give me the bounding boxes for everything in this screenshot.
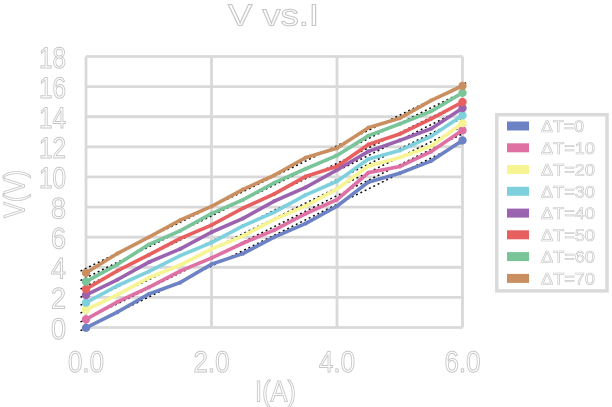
- svg-text:6: 6: [51, 223, 66, 256]
- svg-text:ΔT=40: ΔT=40: [541, 204, 595, 223]
- svg-text:ΔT=20: ΔT=20: [541, 161, 595, 180]
- svg-text:12: 12: [39, 132, 66, 165]
- svg-text:ΔT=70: ΔT=70: [541, 269, 595, 288]
- svg-text:0: 0: [51, 313, 66, 346]
- svg-text:10: 10: [39, 162, 66, 195]
- svg-text:V vs.I: V vs.I: [228, 0, 319, 33]
- svg-text:2.0: 2.0: [194, 346, 230, 379]
- svg-text:18: 18: [39, 42, 66, 75]
- svg-text:I(A): I(A): [255, 376, 296, 407]
- svg-text:4.0: 4.0: [319, 346, 355, 379]
- svg-text:2: 2: [51, 283, 66, 316]
- svg-text:V(V): V(V): [0, 170, 32, 218]
- svg-text:16: 16: [39, 72, 66, 105]
- svg-text:ΔT=60: ΔT=60: [541, 248, 595, 267]
- svg-text:ΔT=10: ΔT=10: [541, 139, 595, 158]
- svg-text:4: 4: [51, 253, 66, 286]
- svg-text:0.0: 0.0: [68, 346, 104, 379]
- svg-text:6.0: 6.0: [445, 346, 481, 379]
- svg-text:ΔT=0: ΔT=0: [541, 117, 584, 136]
- svg-text:ΔT=50: ΔT=50: [541, 226, 595, 245]
- svg-text:14: 14: [39, 102, 66, 135]
- svg-text:ΔT=30: ΔT=30: [541, 182, 595, 201]
- svg-text:8: 8: [51, 192, 66, 225]
